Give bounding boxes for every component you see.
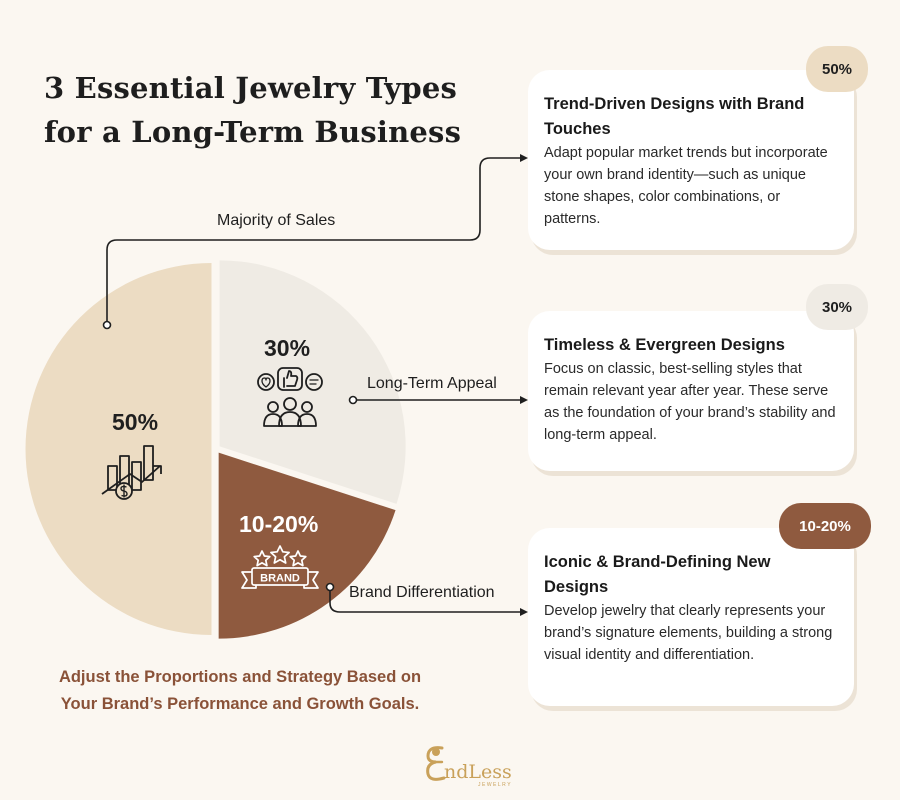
card-iconic: Iconic & Brand-Defining New Designs Deve…	[528, 528, 854, 706]
bar-chart-growth-dollar-icon	[101, 445, 162, 500]
connector-dot-3	[325, 582, 335, 592]
card-timeless: Timeless & Evergreen Designs Focus on cl…	[528, 311, 854, 471]
card-heading: Trend-Driven Designs with Brand Touches	[544, 95, 805, 138]
footer-line-2: Your Brand’s Performance and Growth Goal…	[60, 695, 420, 713]
card-heading: Timeless & Evergreen Designs	[544, 336, 785, 354]
connector-majority	[106, 157, 522, 325]
brand-text: BRAND	[260, 573, 300, 585]
badge-10-20: 10-20%	[779, 503, 871, 549]
pie-slice-trend-driven	[25, 263, 212, 635]
slice-label-50: 50%	[112, 409, 158, 435]
pie-slice-timeless	[219, 260, 406, 504]
badge-30: 30%	[806, 284, 868, 330]
card-body: Adapt popular market trends but incorpor…	[544, 145, 828, 227]
footer-line-1: Adjust the Proportions and Strategy Base…	[58, 668, 422, 686]
slice-label-10-20: 10-20%	[239, 511, 318, 537]
slice-label-30: 30%	[264, 335, 310, 361]
people-feedback-icon	[257, 367, 323, 427]
card-body: Develop jewelry that clearly represents …	[544, 603, 833, 663]
connector-dots	[102, 320, 358, 592]
pie-slices	[25, 260, 406, 639]
title-line-1: 3 Essential Jewelry Types	[44, 71, 458, 105]
title-line-2: for a Long-Term Business	[44, 115, 462, 149]
pie-slice-iconic	[218, 452, 396, 639]
brand-stars-icon: BRAND	[241, 545, 319, 589]
connector-label-long-term: Long-Term Appeal	[367, 375, 497, 392]
badge-50: 50%	[806, 46, 868, 92]
arrow-head-2	[520, 396, 528, 404]
connector-dot-2	[348, 395, 358, 405]
page-title: 3 Essential Jewelry Types for a Long-Ter…	[44, 66, 504, 154]
arrow-head-1	[520, 154, 528, 162]
endless-jewelry-logo: ndLess JEWELRY	[426, 746, 512, 788]
connector-dot-1	[102, 320, 112, 330]
connector-label-differentiation: Brand Differentiation	[349, 584, 495, 601]
connector-lines	[106, 157, 522, 613]
card-heading: Iconic & Brand-Defining New Designs	[544, 553, 771, 596]
logo-subtitle: JEWELRY	[478, 782, 512, 788]
card-trend-driven: Trend-Driven Designs with Brand Touches …	[528, 70, 854, 250]
connector-differentiation	[329, 587, 522, 613]
connector-arrows	[520, 154, 528, 616]
footer-note: Adjust the Proportions and Strategy Base…	[30, 664, 450, 718]
card-body: Focus on classic, best-selling styles th…	[544, 361, 836, 443]
logo-wordmark: ndLess	[444, 761, 512, 783]
connector-label-majority: Majority of Sales	[217, 212, 336, 229]
arrow-head-3	[520, 608, 528, 616]
